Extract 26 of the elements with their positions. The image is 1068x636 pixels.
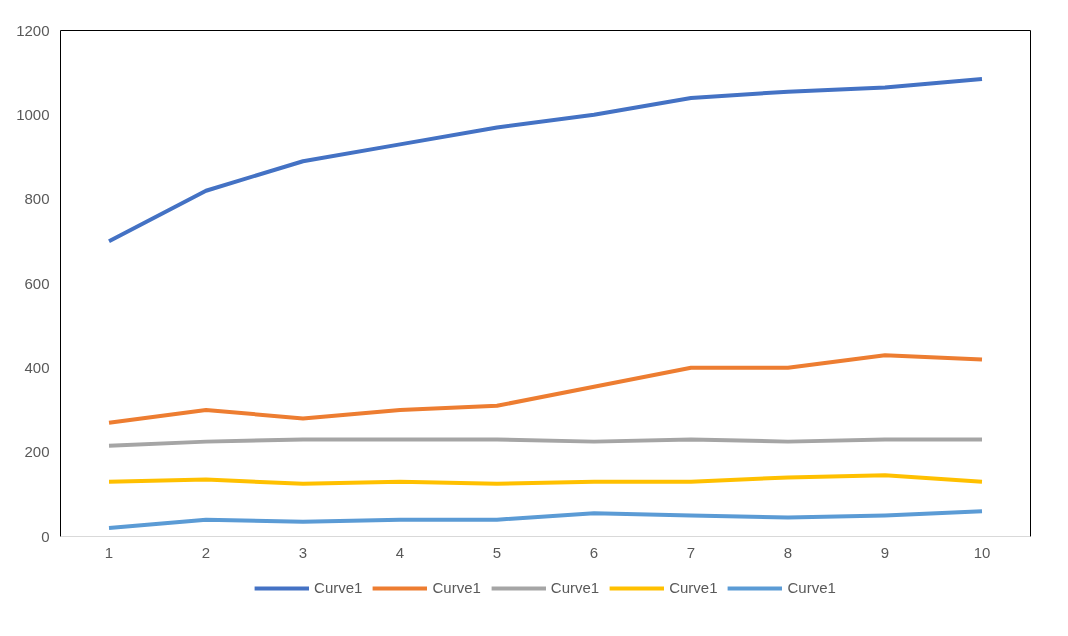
x-tick-label: 7 xyxy=(686,543,696,561)
y-tick-label: 600 xyxy=(24,274,50,292)
x-tick-label: 8 xyxy=(783,543,793,561)
line-series xyxy=(107,509,984,531)
x-tick-label: 5 xyxy=(492,543,502,561)
legend-label: Curve1 xyxy=(314,579,363,596)
x-tick-label: 6 xyxy=(589,543,599,561)
y-tick-label: 800 xyxy=(24,190,50,208)
x-tick-label: 3 xyxy=(298,543,308,561)
legend-label: Curve1 xyxy=(550,579,600,596)
line-series xyxy=(107,76,984,244)
x-tick-label: 9 xyxy=(880,543,890,561)
line-series xyxy=(107,353,984,425)
legend-label: Curve1 xyxy=(787,579,836,596)
y-tick-label: 1000 xyxy=(16,105,50,123)
y-tick-label: 200 xyxy=(24,443,50,461)
x-tick-label: 2 xyxy=(201,543,211,561)
legend-label: Curve1 xyxy=(669,579,718,596)
x-tick-label: 4 xyxy=(395,543,405,561)
line-series xyxy=(107,473,984,486)
x-tick-label: 1 xyxy=(104,543,114,561)
y-tick-label: 400 xyxy=(24,358,50,376)
x-tick-label: 10 xyxy=(973,543,991,561)
legend-label: Curve1 xyxy=(432,579,481,596)
y-tick-label: 1200 xyxy=(16,21,50,39)
y-tick-label: 0 xyxy=(41,527,50,545)
